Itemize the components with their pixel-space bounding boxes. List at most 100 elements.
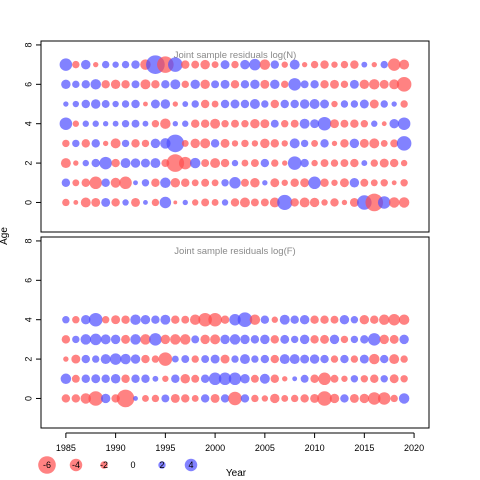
- residual-point: [310, 119, 320, 129]
- residual-point: [91, 374, 101, 384]
- residual-point: [116, 389, 135, 408]
- residual-point: [290, 119, 299, 128]
- residual-point: [391, 180, 397, 186]
- residual-point: [241, 120, 249, 128]
- residual-point: [309, 197, 320, 208]
- y-tick-label: 2: [23, 357, 33, 362]
- legend: -6 -4 -2 0 2 4: [38, 456, 198, 474]
- residual-point: [221, 199, 229, 206]
- residual-point: [281, 120, 289, 128]
- residual-point: [166, 154, 185, 172]
- residual-point: [191, 395, 199, 402]
- legend-bubble: [100, 461, 108, 469]
- residual-point: [270, 374, 280, 383]
- residual-point: [290, 315, 299, 324]
- residual-point: [201, 355, 210, 364]
- residual-point: [389, 158, 399, 168]
- panel-log-n: Joint sample residuals log(N) 0 2 4 6 8: [23, 40, 430, 233]
- residual-point: [361, 61, 368, 68]
- residual-point: [369, 353, 380, 365]
- residual-point: [142, 395, 149, 402]
- residual-point: [100, 334, 111, 345]
- residual-point: [330, 119, 339, 129]
- residual-point: [121, 315, 130, 324]
- residual-point: [130, 314, 141, 325]
- residual-point: [390, 394, 398, 403]
- residual-point: [121, 120, 130, 128]
- legend-label: 4: [188, 460, 193, 470]
- residual-point: [190, 138, 200, 149]
- residual-point: [91, 158, 100, 168]
- residual-point: [63, 356, 69, 362]
- residual-point: [330, 198, 339, 207]
- residual-point: [218, 372, 232, 386]
- residual-point: [200, 334, 210, 345]
- residual-point: [200, 99, 210, 109]
- residual-point: [200, 374, 210, 383]
- y-tick-label: 8: [23, 42, 33, 47]
- residual-point: [231, 355, 239, 363]
- residual-point: [321, 199, 328, 206]
- residual-point: [260, 119, 270, 129]
- residual-point: [317, 391, 332, 406]
- residual-point: [239, 197, 250, 208]
- residual-point: [93, 61, 99, 68]
- residual-point: [349, 138, 360, 149]
- residual-point: [211, 100, 219, 108]
- residual-point: [320, 178, 329, 187]
- residual-point: [398, 314, 410, 325]
- residual-point: [101, 374, 110, 383]
- residual-point: [130, 158, 141, 168]
- residual-point: [231, 140, 239, 147]
- residual-point: [300, 394, 309, 403]
- residual-point: [299, 314, 310, 325]
- residual-point: [287, 156, 302, 170]
- residual-point: [389, 334, 399, 344]
- residual-point: [151, 394, 160, 403]
- residual-point: [330, 315, 339, 324]
- residual-point: [400, 375, 408, 383]
- residual-point: [282, 376, 288, 382]
- residual-point: [150, 158, 161, 169]
- residual-point: [200, 394, 210, 403]
- residual-point: [340, 80, 349, 89]
- residual-point: [130, 334, 141, 345]
- residual-point: [260, 138, 270, 149]
- residual-point: [260, 354, 270, 364]
- x-tick-label: 2015: [354, 443, 374, 453]
- residual-point: [171, 374, 180, 383]
- residual-point: [151, 80, 160, 89]
- residual-point: [149, 333, 162, 346]
- residual-point: [277, 194, 293, 210]
- residual-point: [300, 374, 309, 383]
- residual-point: [91, 139, 100, 148]
- residual-point: [240, 80, 250, 89]
- residual-point: [399, 334, 409, 345]
- residual-point: [229, 334, 241, 345]
- residual-point: [260, 334, 270, 345]
- residual-point: [359, 138, 369, 148]
- residual-point: [359, 354, 369, 364]
- residual-point: [220, 394, 230, 403]
- residual-point: [250, 374, 259, 383]
- residual-point: [220, 354, 230, 364]
- residual-point: [228, 372, 242, 386]
- residual-point: [181, 80, 189, 89]
- residual-point: [371, 120, 378, 127]
- residual-point: [150, 138, 161, 149]
- residual-point: [279, 314, 290, 325]
- residual-point: [397, 117, 411, 130]
- residual-point: [131, 374, 140, 383]
- residual-point: [109, 353, 122, 365]
- residual-point: [72, 316, 80, 324]
- residual-point: [299, 118, 310, 129]
- residual-point: [280, 334, 290, 344]
- residual-point: [191, 374, 200, 383]
- legend-label: 0: [130, 460, 135, 470]
- residual-point: [81, 99, 90, 109]
- residual-point: [320, 354, 329, 364]
- residual-point: [250, 178, 260, 188]
- residual-point: [330, 159, 339, 167]
- residual-point: [369, 99, 379, 109]
